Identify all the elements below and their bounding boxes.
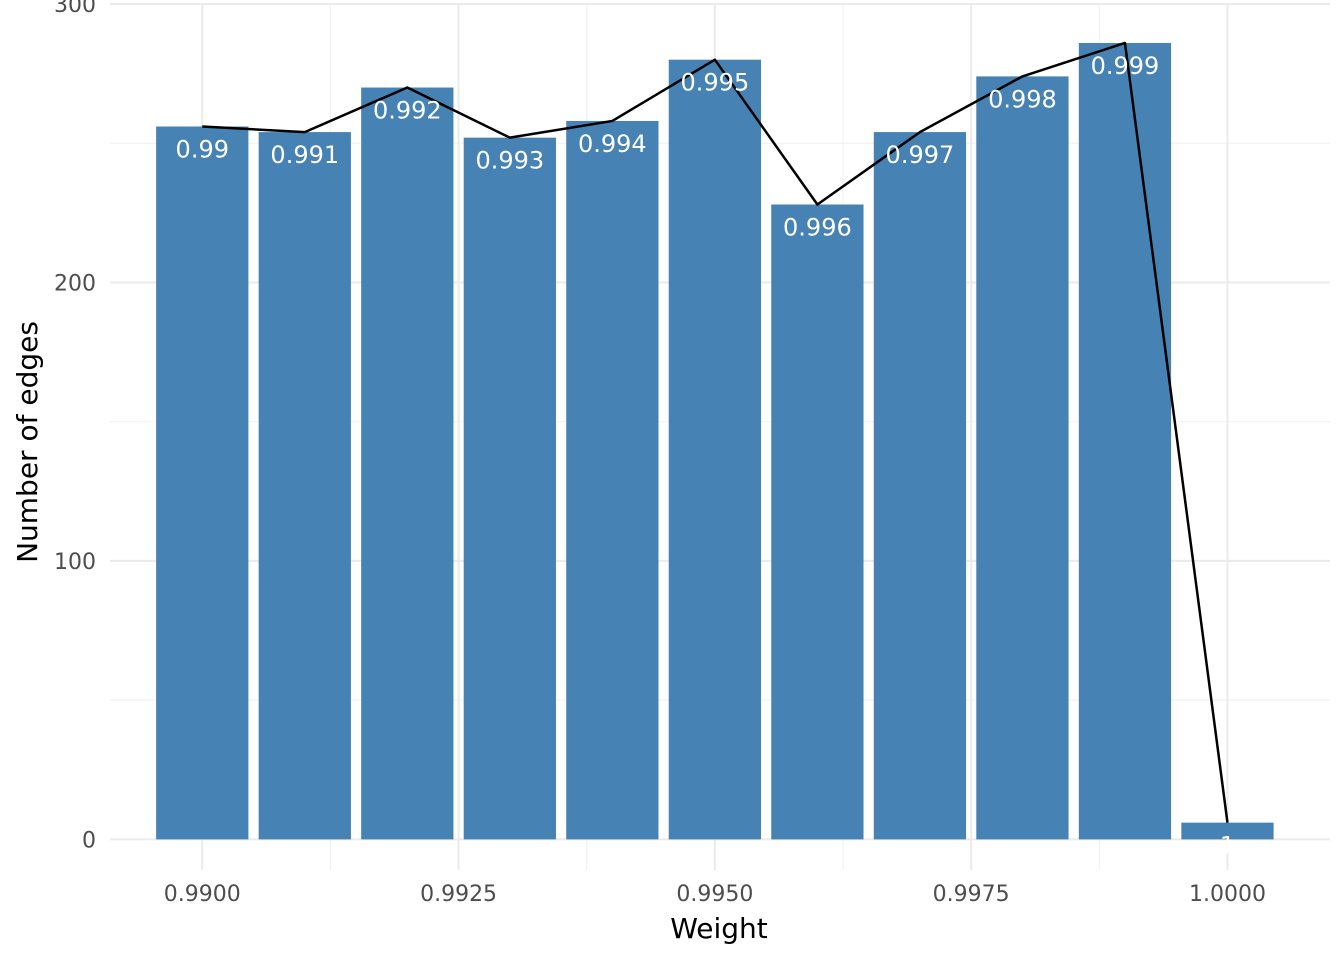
bar [1078, 42, 1172, 840]
trend-line-layer [202, 41, 1229, 823]
x-tick-label: 1.0000 [1189, 882, 1266, 907]
bar-label: 0.994 [578, 130, 647, 158]
x-axis-title: Weight [670, 912, 768, 945]
bar-label: 0.991 [270, 141, 339, 169]
bar [361, 87, 454, 840]
bars [156, 42, 1274, 840]
x-tick-label: 0.9950 [676, 882, 753, 907]
x-tick-label: 0.9925 [420, 882, 497, 907]
bar [976, 76, 1069, 840]
x-tick-label: 0.9900 [164, 882, 241, 907]
y-tick-label: 100 [54, 550, 96, 575]
bar [566, 120, 659, 840]
y-tick-label: 300 [54, 0, 96, 18]
bar-labels: 0.99 0.991 0.992 0.993 0.994 0.995 0.996 0.997 0… [176, 52, 1236, 860]
axis-ticks: 0 100 200 300 0.9900 0.9925 0.9950 0.9975 1.0000 [54, 0, 1266, 907]
bar-label: 0.997 [886, 141, 955, 169]
bar-label: 0.999 [1091, 52, 1160, 80]
bar-label: 0.998 [988, 85, 1057, 113]
y-tick-label: 200 [54, 271, 96, 296]
bar [771, 204, 864, 840]
x-tick-label: 0.9975 [933, 882, 1010, 907]
bar-label: 0.993 [475, 147, 544, 175]
bar-label: 0.99 [176, 136, 229, 164]
bar [1181, 822, 1274, 840]
y-axis-title: Number of edges [11, 321, 44, 563]
bar-label: 0.995 [681, 69, 750, 97]
bar-label: 0.992 [373, 97, 442, 125]
bar [463, 137, 556, 840]
trend-line [202, 41, 1229, 823]
bar-label: 1 [1220, 832, 1235, 860]
bar [258, 132, 351, 840]
bar-label: 0.996 [783, 213, 852, 241]
bar [873, 132, 967, 840]
bar [668, 59, 762, 840]
bar [156, 126, 249, 840]
y-tick-label: 0 [82, 828, 96, 853]
